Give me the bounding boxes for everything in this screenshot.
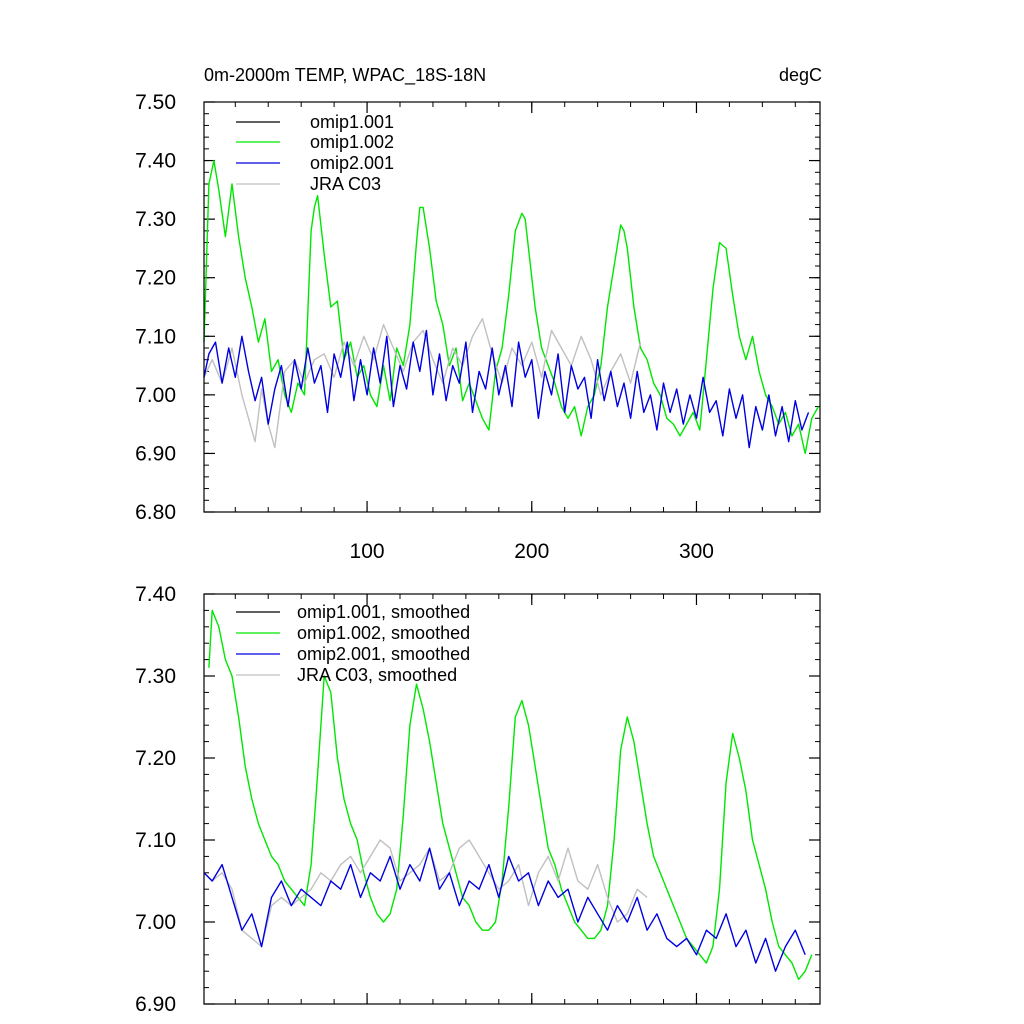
x-tick-label: 300: [679, 540, 714, 563]
x-tick-label: 100: [350, 540, 385, 563]
y-tick-label: 7.10: [135, 325, 176, 348]
legend-label-omip1-002: omip1.002: [310, 132, 394, 152]
top-plot-frame: [203, 101, 821, 513]
top-y-tick-labels: 6.80 6.90 7.00 7.10 7.20 7.30 7.40 7.50: [135, 91, 176, 524]
bottom-y-tick-labels: 6.90 7.00 7.10 7.20 7.30 7.40: [135, 583, 176, 1016]
y-tick-label: 7.40: [135, 583, 176, 606]
y-tick-label: 6.80: [135, 501, 176, 524]
bottom-series-lines: [203, 609, 813, 981]
y-tick-label: 6.90: [135, 442, 176, 465]
series-line-omip1-002-smoothed: [208, 609, 813, 981]
top-x-tick-labels: 100 200 300: [350, 540, 714, 563]
top-chart-panel: 0m-2000m TEMP, WPAC_18S-18N degC 6.80 6.9…: [135, 65, 822, 563]
legend-label-jra-c03: JRA C03: [310, 174, 381, 194]
x-tick-label: 200: [514, 540, 549, 563]
series-line-omip2-001-smoothed: [203, 847, 806, 972]
legend-label-jra-c03-smoothed: JRA C03, smoothed: [297, 665, 457, 685]
y-tick-label: 7.30: [135, 208, 176, 231]
y-tick-label: 7.50: [135, 91, 176, 114]
series-line-jra-c03: [203, 318, 642, 449]
y-tick-label: 7.10: [135, 829, 176, 852]
legend-label-omip2-001: omip2.001: [310, 153, 394, 173]
legend-label-omip2-001-smoothed: omip2.001, smoothed: [297, 644, 470, 664]
chart-title: 0m-2000m TEMP, WPAC_18S-18N: [204, 65, 486, 86]
legend-label-omip1-001: omip1.001: [310, 112, 394, 132]
y-tick-label: 7.20: [135, 747, 176, 770]
y-tick-label: 7.20: [135, 267, 176, 290]
y-tick-label: 7.00: [135, 384, 176, 407]
top-series-lines: [203, 159, 820, 455]
y-tick-label: 7.40: [135, 150, 176, 173]
legend-label-omip1-001-smoothed: omip1.001, smoothed: [297, 602, 470, 622]
top-legend: omip1.001 omip1.002 omip2.001 JRA C03: [236, 112, 394, 194]
y-tick-label: 6.90: [135, 993, 176, 1016]
series-line-omip1-002: [203, 159, 820, 455]
y-tick-label: 7.30: [135, 665, 176, 688]
bottom-chart-panel: 6.90 7.00 7.10 7.20 7.30 7.40 omip1.001, smoo…: [135, 583, 821, 1016]
series-line-jra-c03-smoothed: [203, 839, 648, 948]
series-line-omip2-001: [203, 329, 810, 449]
y-tick-label: 7.00: [135, 911, 176, 934]
bottom-legend: omip1.001, smoothed omip1.002, smoothed …: [236, 602, 470, 685]
units-label: degC: [779, 65, 822, 85]
top-axis-ticks: [204, 101, 820, 513]
bottom-plot-frame: [203, 593, 821, 1005]
legend-label-omip1-002-smoothed: omip1.002, smoothed: [297, 623, 470, 643]
